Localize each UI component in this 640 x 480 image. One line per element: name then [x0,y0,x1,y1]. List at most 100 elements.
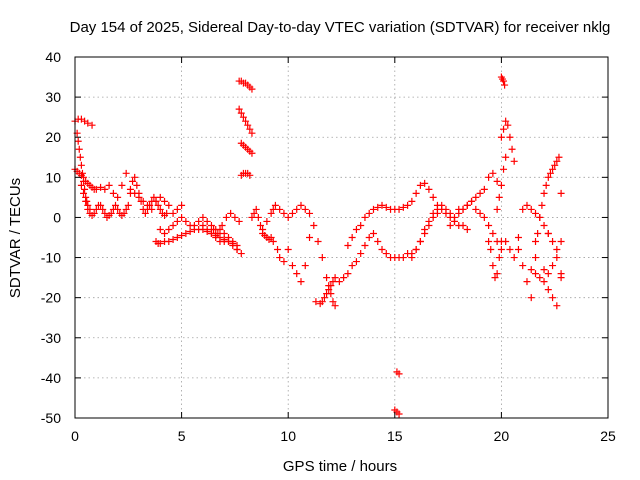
data-point [235,105,243,113]
data-point [207,229,215,237]
series-aa [493,153,510,213]
data-point [495,254,503,262]
data-point [252,205,260,213]
data-point [497,133,505,141]
grid [75,57,608,418]
data-point [141,209,149,217]
axis-ticks [74,56,609,419]
data-point [395,205,403,213]
data-point [101,209,109,217]
data-point [173,205,181,213]
data-point [404,201,412,209]
data-point [502,238,510,246]
data-point [280,209,288,217]
data-point [288,209,296,217]
data-point [306,234,314,241]
data-point [84,205,92,213]
data-point [237,250,245,258]
data-point [348,262,356,270]
series-b [71,165,186,217]
data-point [214,229,222,237]
data-point [156,225,164,233]
data-point [472,205,480,213]
data-point [395,410,403,418]
data-point [199,221,207,229]
data-point [433,205,441,213]
data-point [540,278,548,286]
data-point [254,213,262,221]
x-axis-title: GPS time / hours [283,458,397,475]
data-point [99,205,107,213]
data-point [382,250,390,258]
data-point [97,183,105,191]
data-point [78,169,86,177]
data-point [549,262,557,270]
data-point [222,213,230,221]
y-tick-label: -40 [41,370,61,386]
data-point [329,298,337,306]
data-point [77,161,85,169]
series-o [267,221,326,286]
data-point [540,189,548,197]
data-point [340,274,348,282]
data-point [237,109,245,117]
series-y [459,169,501,213]
y-tick-label: 30 [45,89,61,105]
data-point [133,181,141,189]
data-point [527,266,535,274]
data-point [534,229,542,237]
data-point [382,203,390,211]
x-tick-label: 15 [387,428,403,444]
data-point [557,189,565,197]
data-point [267,234,275,241]
data-point [519,262,527,270]
series-p [276,201,314,221]
data-point [207,221,215,229]
series-ae [527,266,565,310]
data-point [549,238,557,246]
chart-title: Day 154 of 2025, Sidereal Day-to-day VTE… [70,19,611,36]
data-point [546,169,554,177]
data-point [92,185,100,193]
data-point [76,153,84,161]
data-point [495,193,503,201]
data-point [97,201,105,209]
data-point [446,221,454,229]
data-point [203,225,211,233]
data-point [527,205,535,213]
data-point [248,149,256,157]
data-point [553,246,561,254]
y-tick-label: -50 [41,410,61,426]
data-point [527,294,535,302]
data-point [269,238,277,246]
data-point [549,294,557,302]
data-point [81,185,89,193]
x-tick-label: 10 [280,428,296,444]
data-point [497,181,505,189]
data-point [195,217,203,225]
data-point [320,294,328,302]
data-point [544,286,552,294]
data-point [186,227,194,235]
data-point [297,201,305,209]
data-point [80,189,88,197]
data-point [468,197,476,205]
data-point [450,217,458,225]
data-point [361,242,369,250]
data-point [75,145,83,153]
y-axis-title: SDTVAR / TECUs [7,178,24,298]
data-point [463,225,471,233]
y-tick-label: 0 [53,209,61,225]
data-point [514,234,522,241]
data-point [161,197,169,205]
data-point [248,213,256,221]
y-tick-label: 20 [45,129,61,145]
data-point [544,229,552,237]
data-point [399,203,407,211]
y-tick-label: -30 [41,330,61,346]
data-point [325,282,333,290]
data-point [542,181,550,189]
data-point [306,209,314,217]
data-point [124,201,132,209]
y-tick-label: 40 [45,49,61,65]
